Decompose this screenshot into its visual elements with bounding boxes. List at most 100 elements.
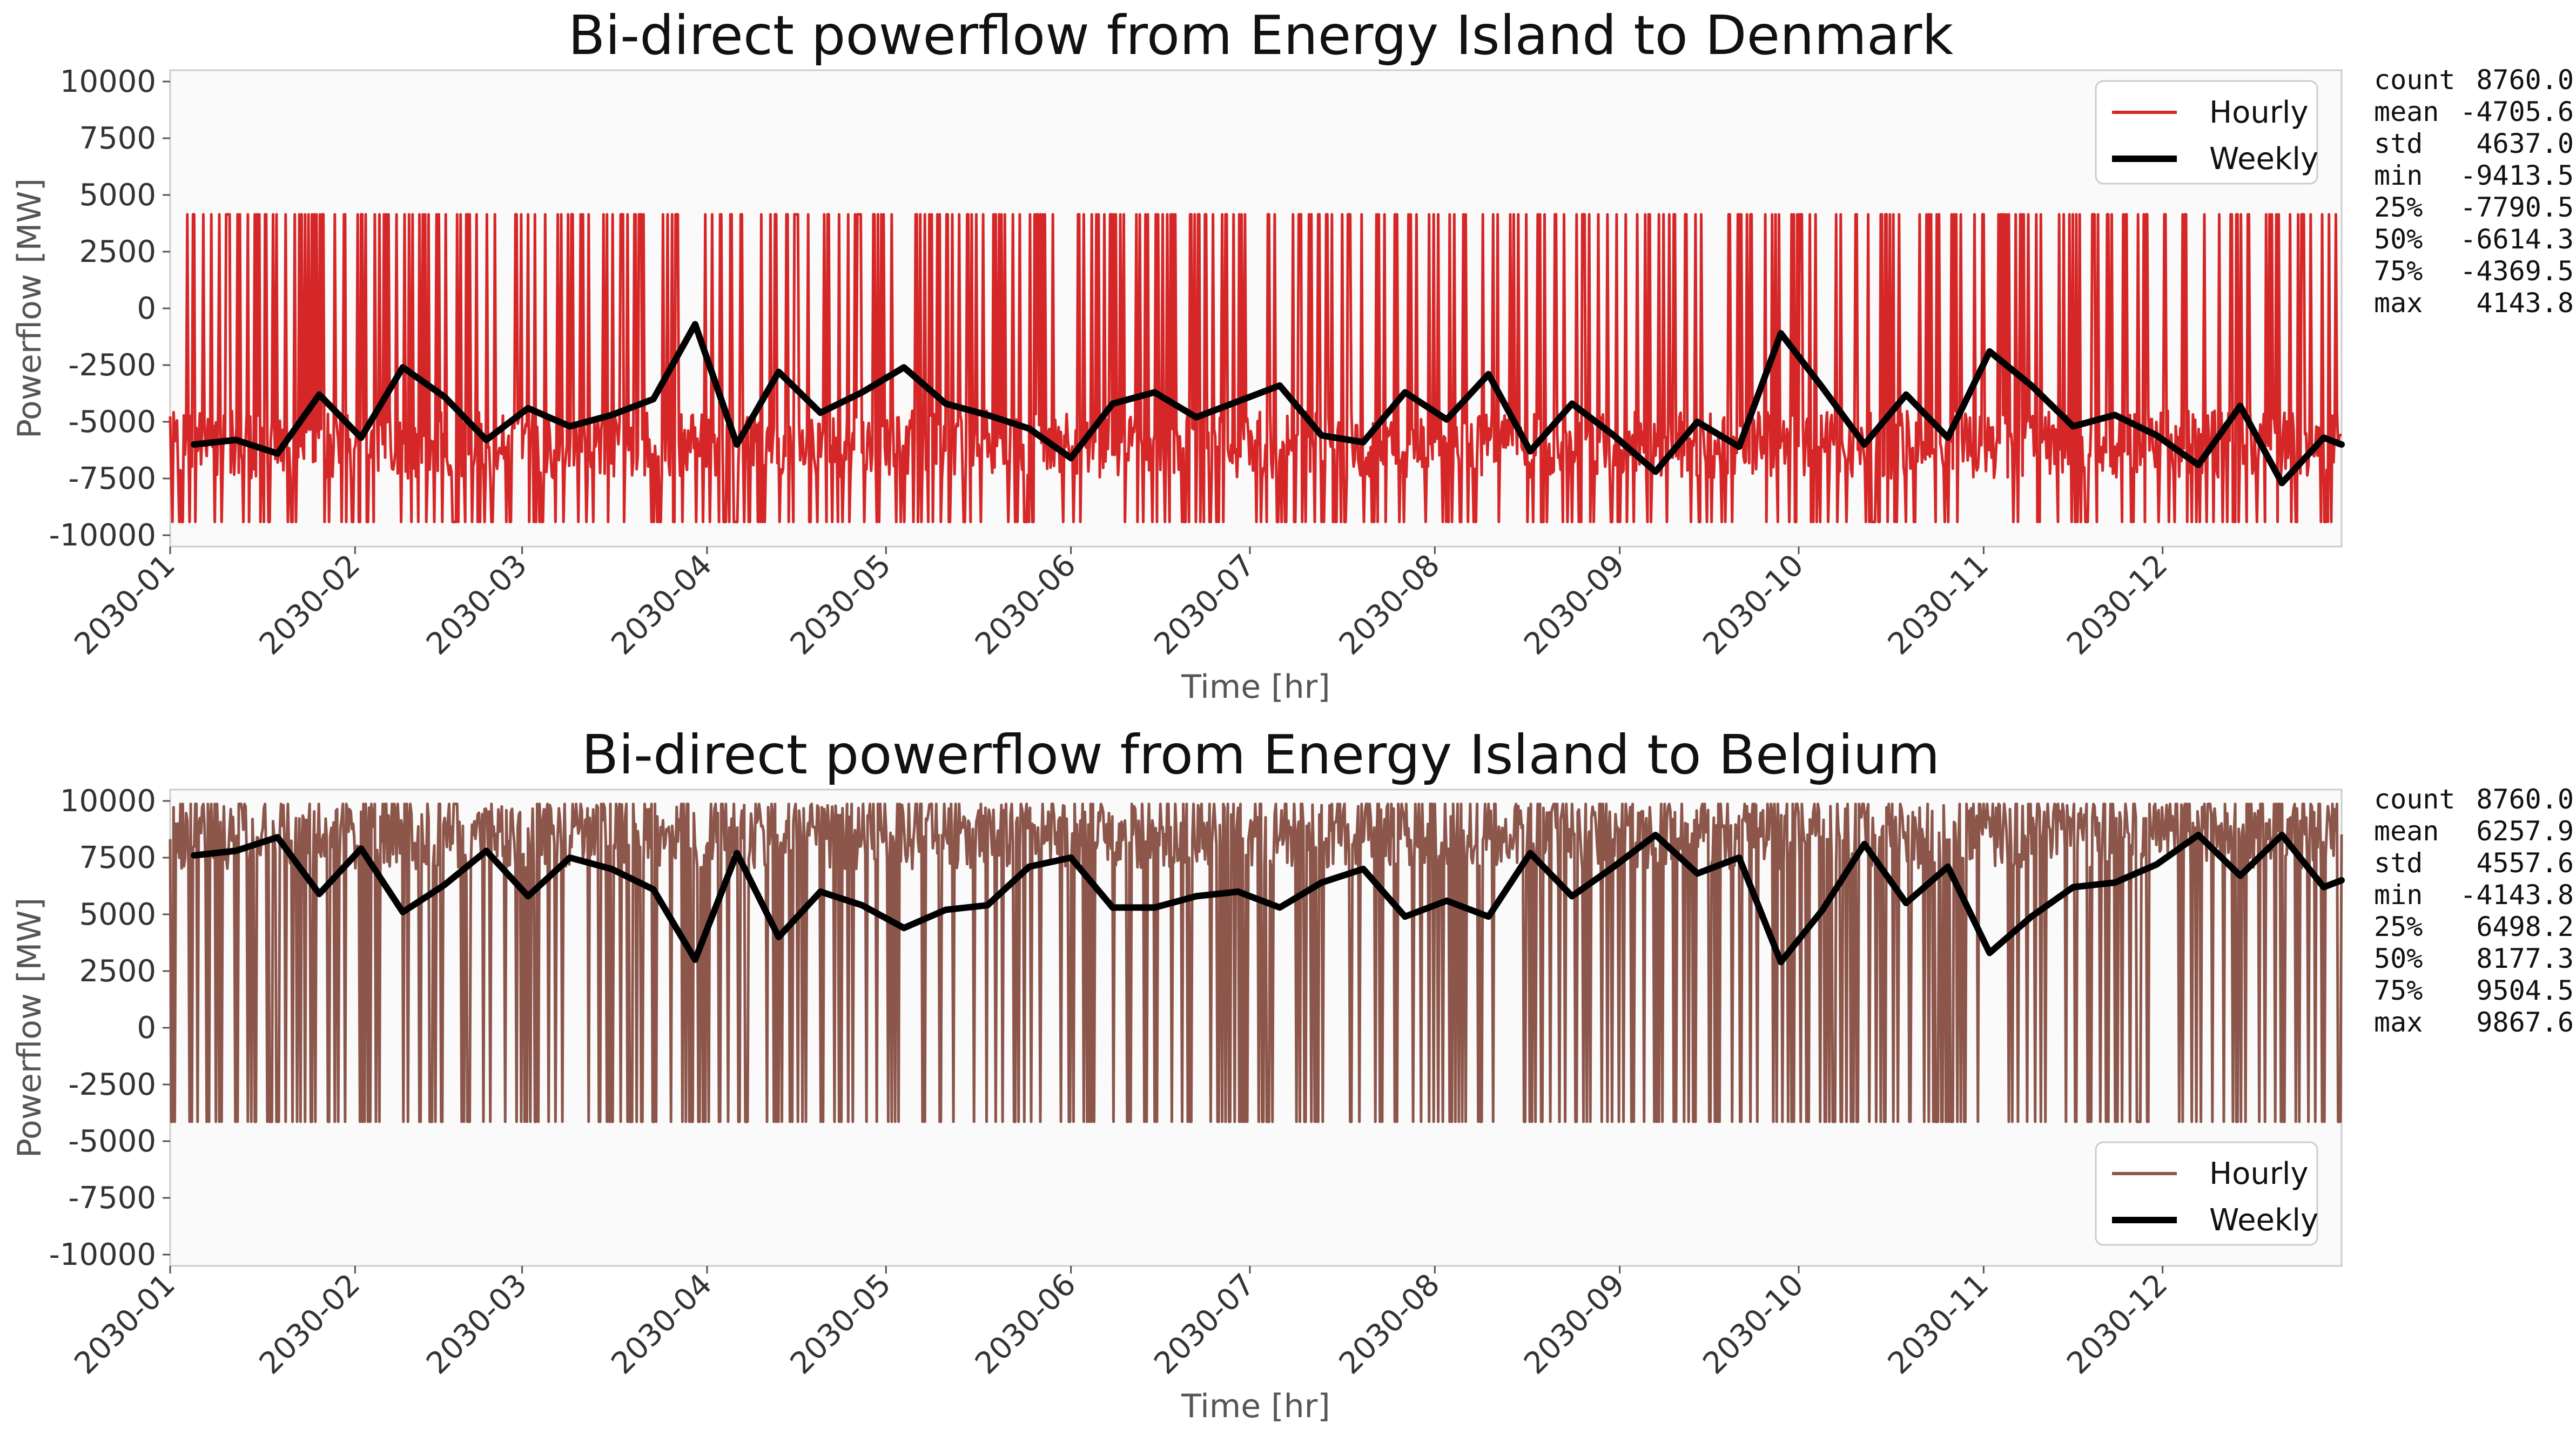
legend-label-hourly: Hourly (2209, 1156, 2309, 1191)
stats-value: 6498.2 (2476, 911, 2574, 942)
y-axis-label: Powerflow [MW] (11, 178, 49, 439)
x-tick-label: 2030-01 (68, 1267, 181, 1381)
stats-value: -6614.3 (2460, 224, 2574, 255)
stats-label: std (2374, 847, 2423, 879)
stats-row: count 8760.0 (2374, 64, 2574, 96)
stats-label: max (2374, 287, 2423, 319)
x-tick-label: 2030-05 (784, 548, 898, 662)
stats-row: min -9413.5 (2374, 160, 2574, 191)
x-tick-label: 2030-04 (604, 1267, 718, 1381)
x-tick-label: 2030-02 (253, 548, 367, 662)
x-axis: 2030-01 2030-02 2030-03 2030-04 2030-05 2030-… (68, 547, 2175, 662)
y-tick-label: -2500 (68, 1067, 156, 1102)
x-tick-label: 2030-07 (1147, 1267, 1261, 1381)
stats-row: 75% 9504.5 (2374, 975, 2574, 1006)
y-tick-label: 5000 (79, 897, 156, 932)
y-tick-label: -10000 (49, 518, 156, 553)
chart-denmark: Bi-direct powerflow from Energy Island t… (11, 4, 2574, 706)
x-tick-label: 2030-10 (1696, 548, 1810, 662)
stats-label: 75% (2374, 255, 2423, 287)
stats-label: max (2374, 1007, 2423, 1038)
x-tick-label: 2030-03 (420, 548, 534, 662)
x-tick-label: 2030-03 (420, 1267, 534, 1381)
x-tick-label: 2030-08 (1333, 548, 1447, 662)
chart-title: Bi-direct powerflow from Energy Island t… (568, 4, 1954, 67)
legend: Hourly Weekly (2095, 1141, 2318, 1246)
y-tick-label: -7500 (68, 461, 156, 496)
stats-label: 75% (2374, 975, 2423, 1006)
y-tick-label: 2500 (79, 954, 156, 989)
y-tick-label: -5000 (68, 405, 156, 440)
chart-title: Bi-direct powerflow from Energy Island t… (582, 723, 1940, 786)
stats-value: -9413.5 (2460, 160, 2574, 191)
hourly-series (169, 803, 2343, 1123)
legend-label-weekly: Weekly (2209, 1203, 2318, 1238)
stats-value: -7790.5 (2460, 192, 2574, 223)
weekly-line (191, 832, 2345, 966)
stats-row: std 4637.0 (2374, 128, 2574, 159)
stats-row: 50% 8177.3 (2374, 943, 2574, 974)
y-axis-label: Powerflow [MW] (11, 898, 49, 1158)
stats-label: count (2374, 784, 2456, 815)
x-tick-label: 2030-11 (1881, 1267, 1995, 1381)
stats-table: count 8760.0 mean -4705.6 std 4637.0 min -9413.… (2374, 64, 2574, 319)
y-tick-label: -7500 (68, 1181, 156, 1216)
legend: Hourly Weekly (2095, 80, 2318, 185)
stats-label: 25% (2374, 911, 2423, 942)
stats-label: mean (2374, 96, 2439, 127)
hourly-series (169, 213, 2342, 523)
stats-label: min (2374, 160, 2423, 191)
x-tick-label: 2030-10 (1696, 1267, 1810, 1381)
weekly-series (191, 321, 2345, 487)
x-tick-label: 2030-02 (253, 1267, 367, 1381)
stats-value: 6257.9 (2476, 816, 2574, 847)
y-tick-label: 2500 (79, 234, 156, 269)
y-tick-label: 0 (137, 291, 156, 326)
x-tick-label: 2030-12 (2060, 548, 2174, 662)
stats-label: std (2374, 128, 2423, 159)
x-tick-label: 2030-09 (1517, 1267, 1631, 1381)
y-tick-label: 0 (137, 1010, 156, 1046)
stats-value: 9504.5 (2476, 975, 2574, 1006)
x-tick-label: 2030-05 (784, 1267, 898, 1381)
y-tick-label: 7500 (79, 840, 156, 875)
stats-row: max 9867.6 (2374, 1007, 2574, 1038)
y-tick-label: 10000 (60, 64, 156, 99)
x-axis-label: Time [hr] (1181, 668, 1330, 706)
stats-label: min (2374, 879, 2423, 911)
stats-row: 50% -6614.3 (2374, 224, 2574, 255)
legend-label-hourly: Hourly (2209, 95, 2309, 130)
stats-label: 50% (2374, 224, 2423, 255)
stats-value: -4143.8 (2460, 879, 2574, 911)
stats-value: 4637.0 (2476, 128, 2574, 159)
y-tick-label: -2500 (68, 348, 156, 383)
y-tick-label: 5000 (79, 178, 156, 213)
stats-row: max 4143.8 (2374, 287, 2574, 319)
y-axis: 10000 7500 5000 2500 0 -2500 -5000 -7500 -10000 (49, 784, 170, 1272)
stats-label: 25% (2374, 192, 2423, 223)
stats-label: count (2374, 64, 2456, 96)
y-tick-label: -5000 (68, 1124, 156, 1159)
x-axis-label: Time [hr] (1181, 1387, 1330, 1425)
stats-row: 25% 6498.2 (2374, 911, 2574, 942)
stats-row: std 4557.6 (2374, 847, 2574, 879)
chart-belgium: Bi-direct powerflow from Energy Island t… (11, 723, 2574, 1425)
x-tick-label: 2030-07 (1147, 548, 1261, 662)
stats-value: -4705.6 (2460, 96, 2574, 127)
y-tick-label: 10000 (60, 784, 156, 819)
x-tick-label: 2030-06 (968, 548, 1082, 662)
weekly-series (191, 832, 2345, 966)
x-tick-label: 2030-06 (968, 1267, 1082, 1381)
stats-row: count 8760.0 (2374, 784, 2574, 815)
stats-row: 75% -4369.5 (2374, 255, 2574, 287)
stats-row: 25% -7790.5 (2374, 192, 2574, 223)
stats-row: min -4143.8 (2374, 879, 2574, 911)
x-axis: 2030-01 2030-02 2030-03 2030-04 2030-05 2030-… (68, 1266, 2175, 1381)
weekly-line (191, 321, 2345, 487)
y-axis: 10000 7500 5000 2500 0 -2500 -5000 -7500 -10000 (49, 64, 170, 553)
stats-label: mean (2374, 816, 2439, 847)
y-tick-label: -10000 (49, 1237, 156, 1272)
stats-value: 8760.0 (2476, 64, 2574, 96)
stats-value: 8177.3 (2476, 943, 2574, 974)
stats-value: 4143.8 (2476, 287, 2574, 319)
